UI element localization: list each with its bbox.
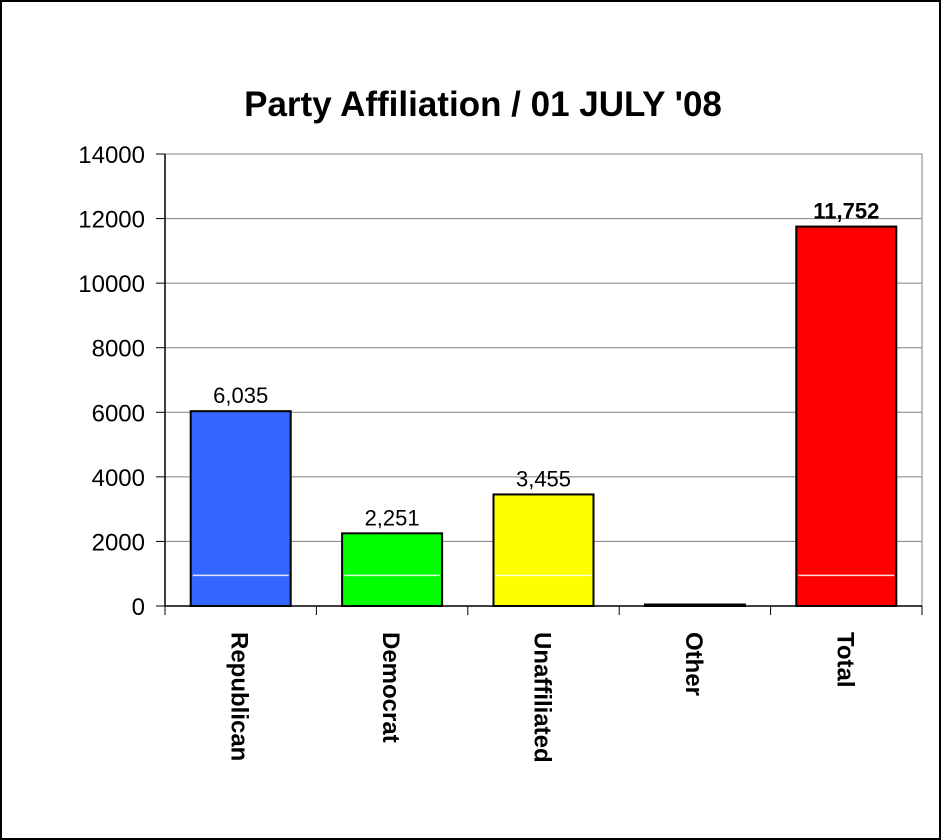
- data-label-unaffiliated: 3,455: [516, 466, 571, 491]
- xtick-label-republican: Republican: [226, 632, 253, 761]
- xtick-label-total: Total: [831, 632, 858, 688]
- bar-total: [795, 225, 898, 608]
- ytick-label-10000: 10000: [78, 271, 145, 298]
- data-label-republican: 6,035: [213, 383, 268, 408]
- bar-democrat: [341, 532, 444, 607]
- xtick-label-unaffiliated: Unaffiliated: [529, 632, 556, 763]
- xtick-label-other: Other: [680, 632, 707, 696]
- xtick-label-democrat: Democrat: [377, 632, 404, 743]
- chart-title: Party Affiliation / 01 JULY '08: [244, 85, 722, 124]
- bar-unaffiliated: [492, 493, 595, 607]
- ytick-label-14000: 14000: [78, 142, 145, 169]
- data-label-democrat: 2,251: [365, 505, 420, 530]
- data-label-total: 11,752: [813, 199, 879, 224]
- ytick-label-12000: 12000: [78, 207, 145, 234]
- ytick-label-4000: 4000: [92, 465, 145, 492]
- ytick-label-8000: 8000: [92, 336, 145, 363]
- ytick-label-2000: 2000: [92, 529, 145, 556]
- bar-republican: [189, 410, 292, 607]
- ytick-label-0: 0: [132, 594, 145, 621]
- ytick-label-6000: 6000: [92, 400, 145, 427]
